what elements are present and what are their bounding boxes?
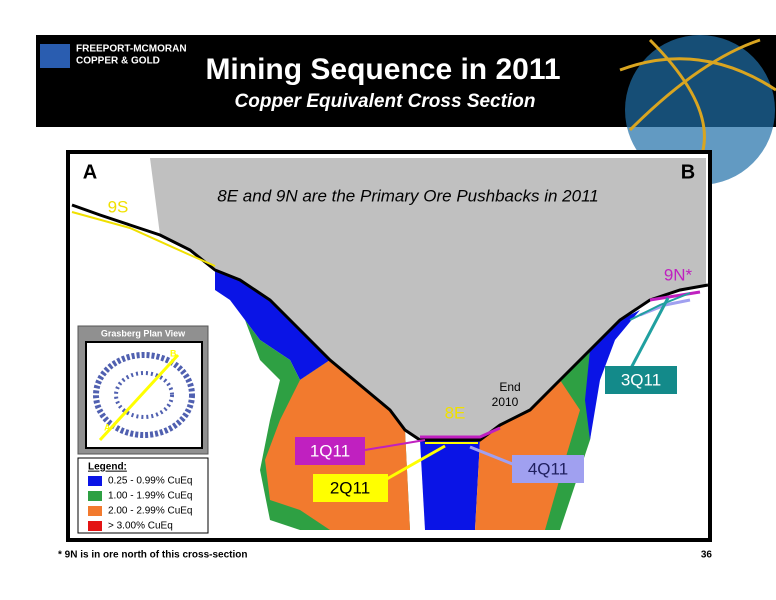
- logo-text: FREEPORT-MCMORAN: [76, 44, 187, 55]
- connector: [469, 445, 516, 467]
- end-2010-label: End: [499, 380, 520, 394]
- phase-label: 4Q11: [528, 459, 568, 478]
- legend-swatch: [88, 491, 102, 501]
- surface-2010: [71, 203, 709, 442]
- pushback-label: 8E: [445, 403, 466, 422]
- legend-swatch: [88, 476, 102, 486]
- phase-label: 3Q11: [621, 370, 661, 389]
- ore-low: [215, 270, 330, 380]
- phase-box: [295, 437, 365, 465]
- end-2010-label: 2010: [492, 395, 519, 409]
- legend-label: > 3.00% CuEq: [108, 521, 173, 532]
- phase-q1: [420, 426, 501, 439]
- pushback-label: 9N*: [664, 265, 693, 284]
- connector: [628, 297, 670, 371]
- end-label: A: [83, 161, 97, 183]
- legend-items: 0.25 - 0.99% CuEq 1.00 - 1.99% CuEq 2.00 -…: [88, 476, 193, 532]
- legend-label: 2.00 - 2.99% CuEq: [108, 506, 193, 517]
- inset-title: Grasberg Plan View: [101, 328, 186, 338]
- phase-box: [313, 474, 388, 502]
- logo-text: COPPER & GOLD: [76, 56, 160, 67]
- legend-title: Legend:: [88, 462, 127, 473]
- pushback-label: 9S: [108, 197, 129, 216]
- legend-label: 1.00 - 1.99% CuEq: [108, 491, 193, 502]
- phase-box: [605, 366, 677, 394]
- title: Mining Sequence in 2011: [205, 53, 560, 86]
- section-heading: 8E and 9N are the Primary Ore Pushbacks …: [217, 186, 598, 205]
- inset-pit: [93, 352, 195, 438]
- phase-box: [512, 455, 584, 483]
- subtitle: Copper Equivalent Cross Section: [235, 91, 536, 112]
- legend-label: 0.25 - 0.99% CuEq: [108, 476, 193, 487]
- legend-swatch: [88, 506, 102, 516]
- phase-label: 2Q11: [330, 478, 370, 497]
- inset-end-label: A: [104, 422, 111, 432]
- phase-9n: [649, 290, 701, 302]
- legend-swatch: [88, 521, 102, 531]
- logo-mark: [40, 44, 70, 68]
- footnote: * 9N is in ore north of this cross-secti…: [58, 550, 247, 561]
- page-number: 36: [701, 550, 713, 561]
- phase-9s: [71, 211, 216, 267]
- globe-arcs: [619, 38, 776, 161]
- inset-section-line: [98, 353, 180, 442]
- connector: [384, 444, 446, 482]
- pit: [150, 158, 706, 440]
- phase-q3: [629, 292, 691, 321]
- connector: [364, 439, 426, 451]
- inset-end-label: B: [170, 348, 177, 358]
- phase-label: 1Q11: [310, 441, 350, 460]
- inset-pit: [114, 371, 174, 419]
- inset-map: [85, 341, 203, 449]
- end-label: B: [681, 161, 695, 183]
- ore-core: [420, 440, 480, 530]
